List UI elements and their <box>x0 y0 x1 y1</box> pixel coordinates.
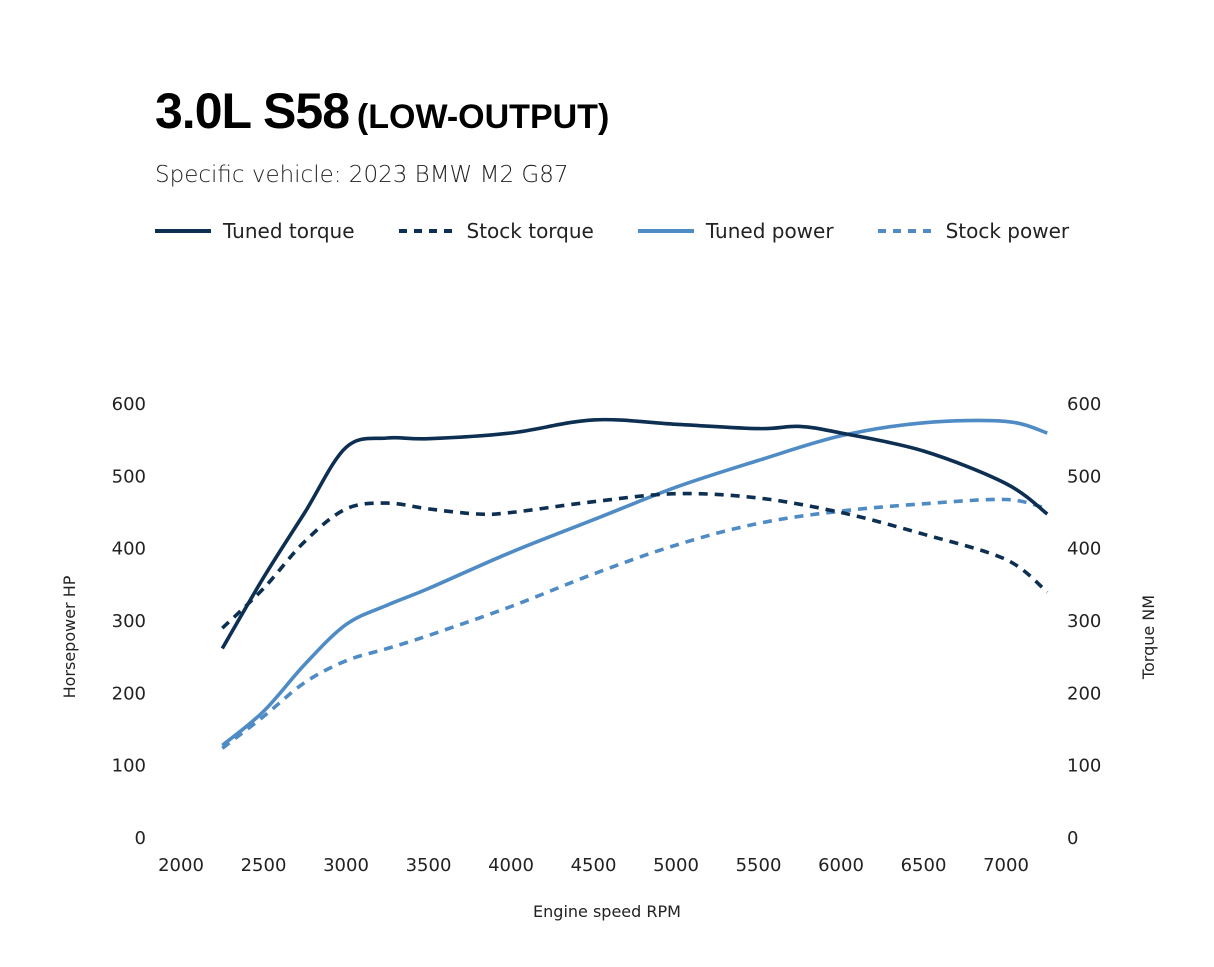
legend-swatch <box>155 229 211 233</box>
x-tick-label: 2000 <box>158 855 204 876</box>
y-right-tick-label: 500 <box>1067 466 1101 487</box>
legend-item-stock-power: Stock power <box>877 219 1070 243</box>
y-axis-right-label: Torque NM <box>1139 595 1158 680</box>
chart-subtitle: Specific vehicle: 2023 BMW M2 G87 <box>155 162 569 188</box>
series-line-tuned-torque <box>220 417 1049 650</box>
y-left-tick-label: 600 <box>112 394 146 415</box>
legend-item-stock-torque: Stock torque <box>398 219 594 243</box>
x-axis-label: Engine speed RPM <box>533 902 681 921</box>
x-tick-label: 6500 <box>901 855 947 876</box>
legend-swatch <box>398 229 455 233</box>
y-left-tick-label: 100 <box>112 756 146 777</box>
legend-label: Stock power <box>945 219 1070 243</box>
series-line-stock-power <box>221 497 1048 750</box>
y-left-tick-label: 300 <box>112 611 146 632</box>
legend-swatch <box>637 229 694 233</box>
legend-label: Tuned torque <box>223 219 355 243</box>
y-left-tick-label: 0 <box>135 828 146 849</box>
y-right-tick-label: 600 <box>1067 394 1101 415</box>
x-tick-label: 5000 <box>653 855 699 876</box>
series-line-tuned-power <box>221 418 1048 747</box>
y-right-tick-label: 0 <box>1067 828 1078 849</box>
y-right-tick-label: 200 <box>1067 683 1101 704</box>
legend-label: Stock torque <box>466 219 594 243</box>
y-left-tick-label: 500 <box>112 466 146 487</box>
y-right-tick-label: 100 <box>1067 756 1101 777</box>
legend-item-tuned-power: Tuned power <box>637 219 834 243</box>
chart-title-variant: (LOW-OUTPUT) <box>356 98 610 136</box>
y-right-tick-label: 400 <box>1067 539 1101 560</box>
y-left-tick-label: 400 <box>112 539 146 560</box>
legend-item-tuned-torque: Tuned torque <box>155 219 355 243</box>
legend-swatch <box>877 229 934 233</box>
x-tick-label: 7000 <box>983 855 1029 876</box>
x-tick-label: 3500 <box>406 855 452 876</box>
y-left-tick-label: 200 <box>112 683 146 704</box>
x-tick-label: 4000 <box>488 855 534 876</box>
x-tick-label: 3000 <box>323 855 369 876</box>
series-line-stock-torque <box>221 491 1049 630</box>
chart-title-main: 3.0L S58 <box>155 83 350 139</box>
y-axis-left-label: Horsepower HP <box>60 575 79 698</box>
x-tick-label: 4500 <box>571 855 617 876</box>
x-tick-label: 6000 <box>818 855 864 876</box>
x-tick-label: 2500 <box>241 855 287 876</box>
chart-title: 3.0L S58 (LOW-OUTPUT) <box>155 82 609 140</box>
x-tick-label: 5500 <box>736 855 782 876</box>
legend-label: Tuned power <box>705 219 834 243</box>
chart-legend: Tuned torque Stock torque Tuned power Stock… <box>155 219 1069 243</box>
y-right-tick-label: 300 <box>1067 611 1101 632</box>
